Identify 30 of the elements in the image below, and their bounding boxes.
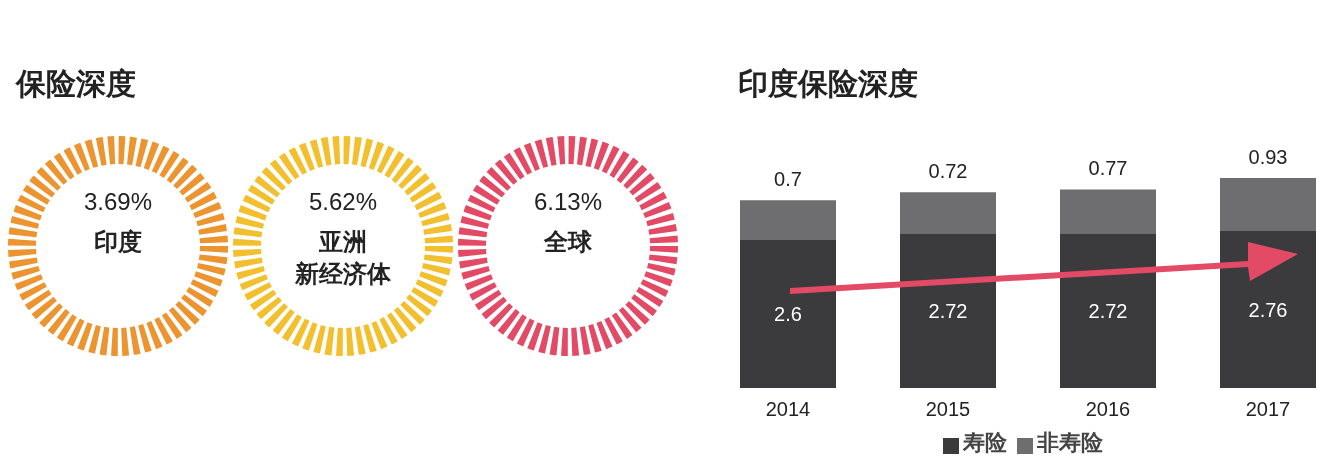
text: 6.13% [533,188,603,215]
x-tick-label: 2016 [1085,398,1131,421]
data-label: 0.72 [928,160,968,183]
bar [1060,189,1156,234]
category-label: 全球 [543,227,593,257]
data-label: 0.93 [1248,146,1288,168]
legend-label: 非寿险 [1037,430,1103,455]
category-label: 亚洲新经济体 [294,227,392,289]
x-tick-label: 2014 [765,398,811,421]
x-tick-label: 2015 [925,398,971,421]
bar [1220,178,1316,231]
bar [740,200,836,241]
data-label: 2.76 [1248,298,1288,321]
bar [1060,233,1156,388]
bar [1220,230,1316,388]
data-label: 2.6 [774,303,802,326]
text: 3.69% [83,188,153,215]
chart-title: 印度保险深度 [738,66,918,102]
bar [900,233,996,388]
text: 5.62% [308,188,378,215]
x-tick-label: 2017 [1245,398,1291,421]
legend-label: 寿险 [963,430,1007,455]
data-label: 2.72 [928,299,968,322]
data-label: 2.72 [1088,299,1128,322]
data-label: 0.77 [1088,157,1128,180]
data-label: 0.7 [774,168,802,191]
text: 保险深度 [16,66,136,102]
category-label: 印度 [93,227,143,257]
bar [900,192,996,234]
bar [740,240,836,388]
